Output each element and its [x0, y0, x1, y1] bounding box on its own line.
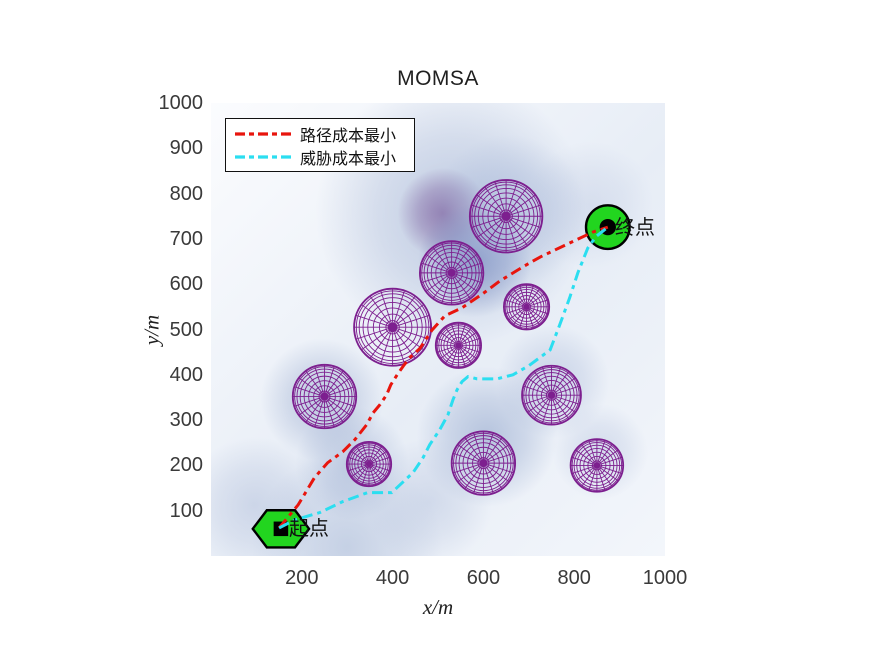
obstacle-radar-mesh: [468, 179, 544, 254]
x-axis-label: x/m: [422, 595, 454, 619]
x-tick-label: 400: [375, 567, 410, 589]
y-tick-label: 600: [169, 273, 203, 296]
obstacle-radar-mesh: [418, 240, 485, 306]
x-tick-label: 1000: [642, 567, 688, 589]
obstacle-radar-mesh: [521, 364, 582, 426]
y-tick-label: 700: [169, 227, 203, 250]
y-tick-label: 400: [169, 363, 203, 386]
y-tick-label: 100: [169, 499, 203, 522]
y-tick-label: 500: [169, 318, 203, 341]
obstacle-radar-mesh: [450, 430, 517, 496]
y-tick-label: 200: [169, 454, 203, 477]
legend-label: 威胁成本最小: [300, 150, 397, 168]
x-tick-label: 600: [466, 567, 501, 589]
path-min-path-cost: [277, 225, 609, 529]
chart-title: MOMSA: [397, 67, 479, 90]
end-point-label: 终点: [615, 217, 655, 239]
obstacle-radar-mesh: [569, 438, 625, 493]
start-point-label: 起点: [289, 518, 329, 540]
path-min-threat-cost: [278, 225, 609, 530]
legend-line-sample-red: [235, 131, 291, 136]
obstacle-radar-mesh: [434, 321, 482, 369]
legend-entry-threat-cost: 威胁成本最小: [233, 145, 414, 168]
legend: 路径成本最小 威胁成本最小: [225, 118, 415, 172]
x-tick-label: 200: [285, 567, 319, 589]
y-tick-label: 800: [169, 182, 203, 205]
legend-line-sample-cyan: [235, 154, 291, 159]
obstacle-radar-mesh: [502, 283, 551, 331]
y-tick-label: 900: [169, 137, 203, 160]
obstacle-radar-mesh: [353, 287, 433, 367]
obstacle-radar-mesh: [345, 440, 393, 488]
y-tick-label: 300: [169, 409, 203, 432]
legend-entry-path-cost: 路径成本最小: [233, 122, 414, 145]
y-tick-label: 1000: [158, 92, 204, 114]
x-tick-label: 800: [557, 567, 591, 589]
legend-label: 路径成本最小: [300, 127, 397, 145]
obstacle-radar-mesh: [291, 363, 358, 430]
